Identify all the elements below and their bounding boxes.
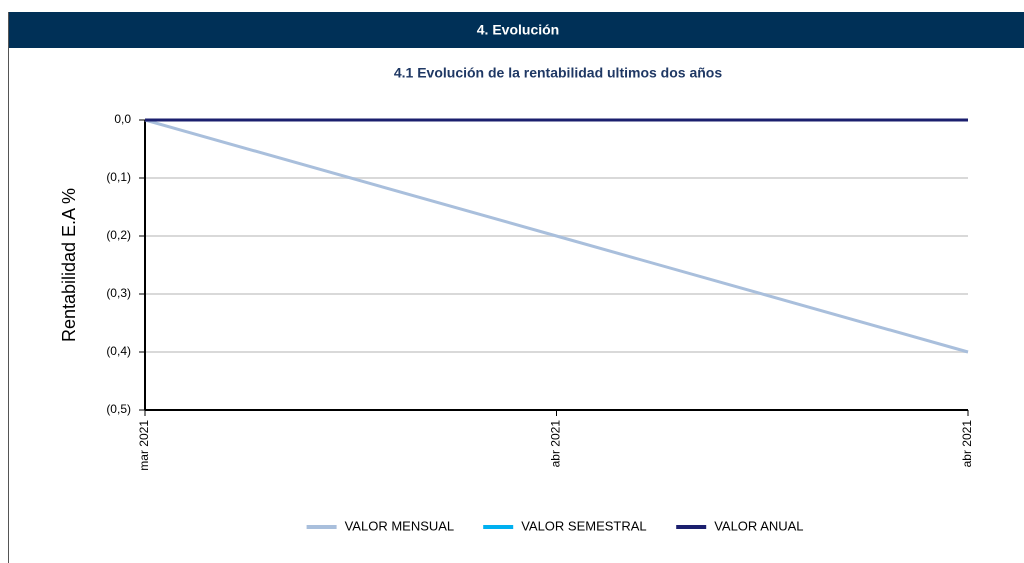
- y-tick-label: 0,0: [114, 112, 131, 126]
- y-tick-label: (0,2): [106, 228, 131, 242]
- header-bar: [8, 12, 1024, 48]
- series-line: [144, 118, 969, 354]
- y-tick-label: (0,1): [106, 170, 131, 184]
- chart-title: 4.1 Evolución de la rentabilidad ultimos…: [394, 65, 723, 81]
- header-title: 4. Evolución: [477, 22, 559, 38]
- x-tick-label: abr 2021: [960, 420, 974, 468]
- legend-label: VALOR MENSUAL: [345, 518, 455, 533]
- y-tick-label: (0,4): [106, 344, 131, 358]
- x-tick-label: abr 2021: [549, 420, 563, 468]
- y-axis-label: Rentabilidad E.A %: [59, 188, 79, 342]
- x-tick-label: mar 2021: [137, 420, 151, 471]
- y-tick-label: (0,3): [106, 286, 131, 300]
- y-tick-label: (0,5): [106, 402, 131, 416]
- legend-label: VALOR SEMESTRAL: [521, 518, 646, 533]
- legend-label: VALOR ANUAL: [714, 518, 803, 533]
